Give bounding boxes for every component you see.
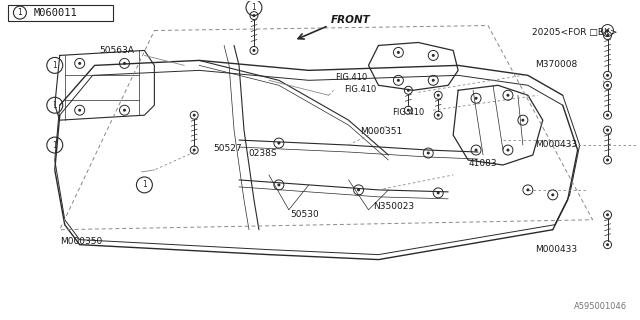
Circle shape (606, 74, 609, 77)
Circle shape (252, 49, 255, 52)
Text: 1: 1 (52, 140, 57, 149)
Text: 41083: 41083 (468, 159, 497, 168)
Circle shape (606, 213, 609, 216)
Circle shape (436, 94, 440, 97)
Text: 50563A: 50563A (99, 45, 134, 54)
Circle shape (606, 29, 609, 32)
Text: 1: 1 (17, 8, 22, 17)
Circle shape (436, 191, 440, 194)
Circle shape (551, 193, 554, 196)
Circle shape (277, 183, 280, 186)
Text: FIG.410: FIG.410 (335, 73, 367, 82)
Circle shape (506, 94, 509, 97)
Text: 1: 1 (52, 101, 57, 110)
Text: FIG.410: FIG.410 (344, 85, 376, 94)
Circle shape (606, 243, 609, 246)
Text: M000433: M000433 (536, 140, 577, 148)
Circle shape (123, 109, 126, 112)
Circle shape (606, 84, 609, 87)
Circle shape (432, 79, 435, 82)
Text: 1: 1 (52, 61, 57, 70)
Circle shape (252, 14, 255, 17)
Circle shape (277, 141, 280, 145)
FancyBboxPatch shape (8, 4, 113, 20)
Circle shape (397, 51, 400, 54)
Text: FRONT: FRONT (331, 14, 371, 25)
Text: M370008: M370008 (536, 60, 578, 69)
Circle shape (193, 114, 196, 117)
Circle shape (606, 129, 609, 132)
Circle shape (407, 109, 410, 112)
Circle shape (397, 79, 400, 82)
Text: N350023: N350023 (373, 202, 414, 211)
Circle shape (506, 148, 509, 152)
Text: 50527: 50527 (214, 144, 242, 153)
Circle shape (123, 62, 126, 65)
Text: M060011: M060011 (34, 8, 77, 18)
Circle shape (407, 89, 410, 92)
Text: M000351: M000351 (360, 127, 403, 136)
Circle shape (475, 148, 477, 152)
Circle shape (436, 114, 440, 117)
Text: 0238S: 0238S (248, 149, 277, 158)
Circle shape (357, 188, 360, 191)
Text: A595001046: A595001046 (574, 302, 627, 311)
Text: 50530: 50530 (290, 210, 319, 219)
Circle shape (526, 188, 529, 191)
Circle shape (432, 54, 435, 57)
Circle shape (78, 62, 81, 65)
Text: 1: 1 (142, 180, 147, 189)
Circle shape (193, 148, 196, 152)
Text: M000350: M000350 (61, 237, 103, 246)
Circle shape (606, 34, 609, 37)
Circle shape (522, 119, 524, 122)
Text: M000433: M000433 (536, 245, 577, 254)
Circle shape (606, 158, 609, 162)
Circle shape (427, 152, 429, 155)
Text: 1: 1 (252, 3, 257, 12)
Circle shape (606, 114, 609, 117)
Text: 20205<FOR □BK>: 20205<FOR □BK> (532, 28, 618, 37)
Circle shape (475, 97, 477, 100)
Text: FIG.410: FIG.410 (392, 108, 424, 117)
Circle shape (78, 109, 81, 112)
